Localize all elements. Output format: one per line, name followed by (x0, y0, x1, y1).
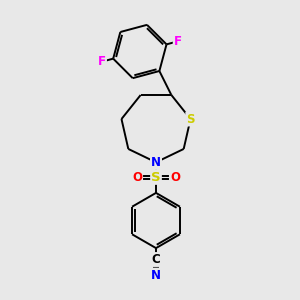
Text: S: S (186, 112, 195, 125)
Text: F: F (174, 35, 182, 48)
Text: N: N (151, 268, 161, 282)
Text: S: S (151, 171, 161, 184)
Text: N: N (151, 156, 161, 169)
Text: F: F (98, 55, 106, 68)
Text: O: O (132, 171, 142, 184)
Text: O: O (170, 171, 180, 184)
Text: C: C (152, 253, 160, 266)
Text: N: N (151, 156, 161, 169)
